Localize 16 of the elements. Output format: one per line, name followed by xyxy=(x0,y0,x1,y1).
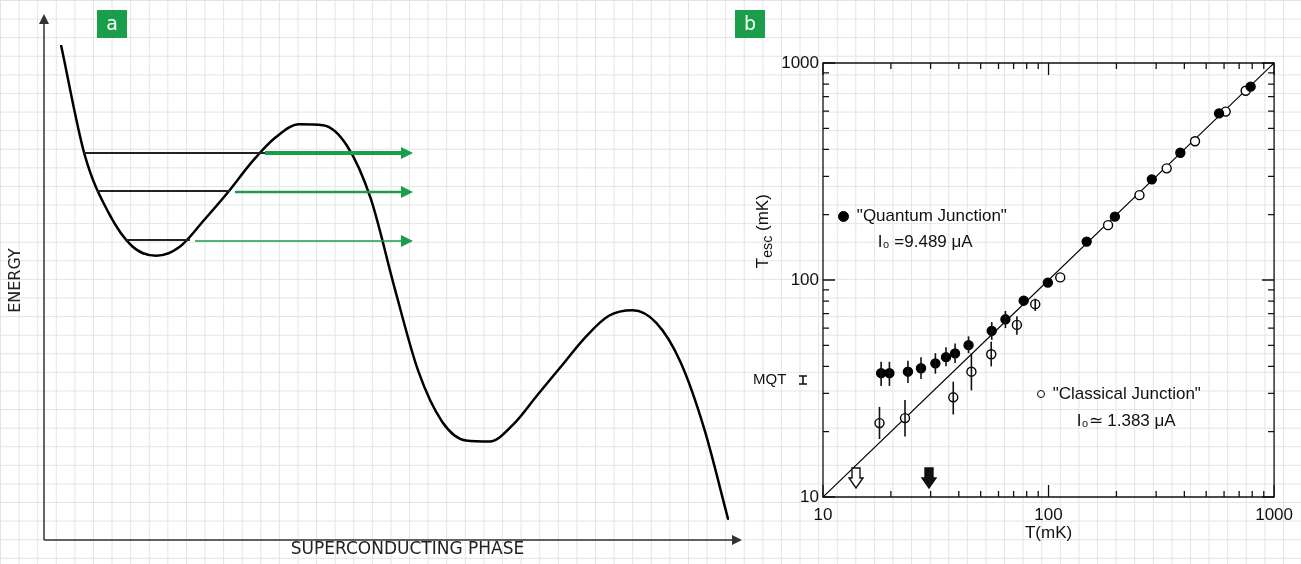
text: a xyxy=(97,10,127,38)
x-tick-label: 100 xyxy=(1034,504,1063,524)
y-tick-label: 1000 xyxy=(781,52,819,72)
text: b xyxy=(735,10,765,38)
annotation: I₀ =9.489 μA xyxy=(877,231,973,252)
x-axis-title: T(mK) xyxy=(1023,523,1074,543)
text: MQT xyxy=(753,369,787,387)
legend-label: "Classical Junction" xyxy=(1051,383,1201,404)
x-tick-label: 10 xyxy=(813,504,833,524)
y-axis-title: ENERGY xyxy=(4,248,24,313)
y-tick-label: 10 xyxy=(800,486,819,506)
y-tick-label: 100 xyxy=(790,269,819,289)
annotation: I₀≃ 1.383 μA xyxy=(1076,409,1176,431)
x-axis-title: SUPERCONDUCTING PHASE xyxy=(289,538,526,558)
x-tick-label: 1000 xyxy=(1255,504,1293,524)
legend-label: "Quantum Junction" xyxy=(855,205,1007,226)
